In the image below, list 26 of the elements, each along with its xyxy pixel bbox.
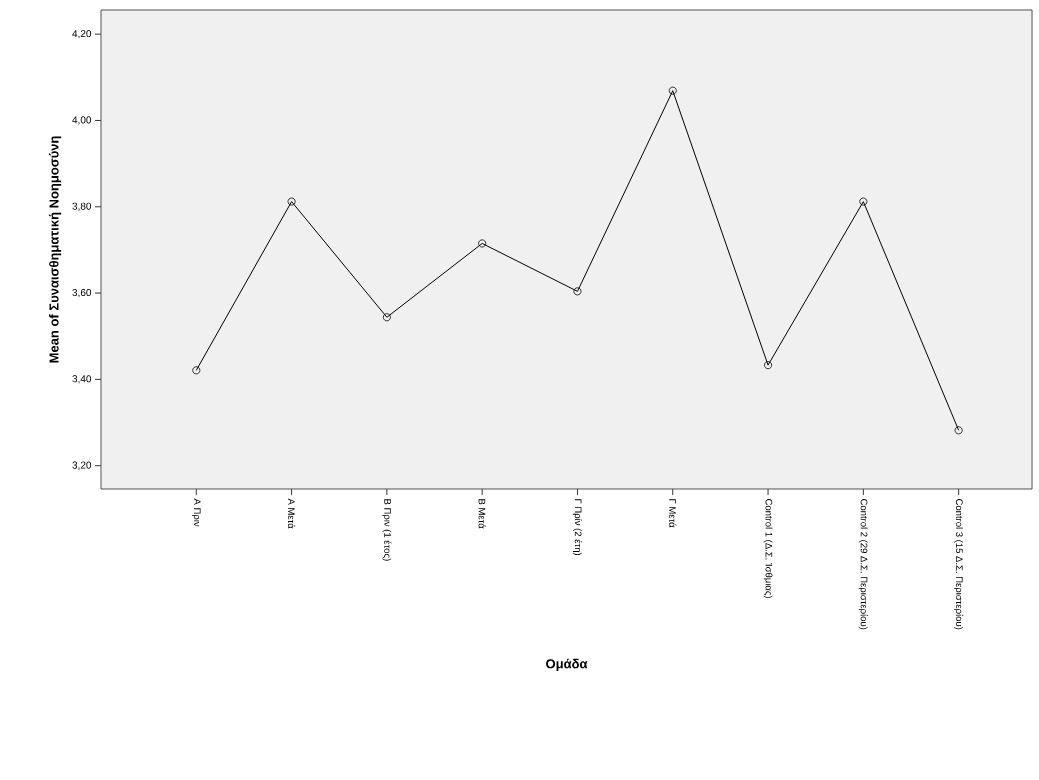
point xyxy=(573,287,582,296)
y-tick-label: 3,40 xyxy=(72,375,92,384)
x-tick-label: Β Πριν (1 έτος) xyxy=(382,499,392,561)
point xyxy=(954,426,963,435)
x-tick-label: Γ Πρίν (2 έτη) xyxy=(572,499,583,556)
point xyxy=(859,197,868,206)
y-tick-label: 4,20 xyxy=(72,30,92,39)
point xyxy=(287,197,296,206)
x-tick-label: Control 3 (15 Δ.Σ. Περιστερίου) xyxy=(954,499,964,630)
y-tick-label: 3,20 xyxy=(72,461,92,470)
point xyxy=(192,366,201,375)
x-tick-label: Control 2 (29 Δ.Σ. Περιστερίου) xyxy=(858,499,868,630)
x-tick-label: Β Μετά xyxy=(478,499,486,529)
x-tick-label: Control 1 (Δ.Σ. Ίσθμιας) xyxy=(763,499,773,599)
y-axis-title: Mean of Συναισθηματική Νοημοσύνη xyxy=(48,136,62,363)
x-tick-label: Γ Μετά xyxy=(669,499,677,528)
point xyxy=(764,361,773,370)
point xyxy=(382,313,391,322)
y-tick-label: 3,80 xyxy=(72,202,92,211)
point xyxy=(478,239,487,248)
x-axis-title: Ομάδα xyxy=(546,658,588,671)
x-tick-label: Α Πριν xyxy=(192,498,201,527)
y-tick-label: 3,60 xyxy=(72,288,92,298)
x-tick-label: Α Μετά xyxy=(287,498,296,529)
y-tick-label: 4,00 xyxy=(72,116,92,125)
point xyxy=(668,86,677,95)
